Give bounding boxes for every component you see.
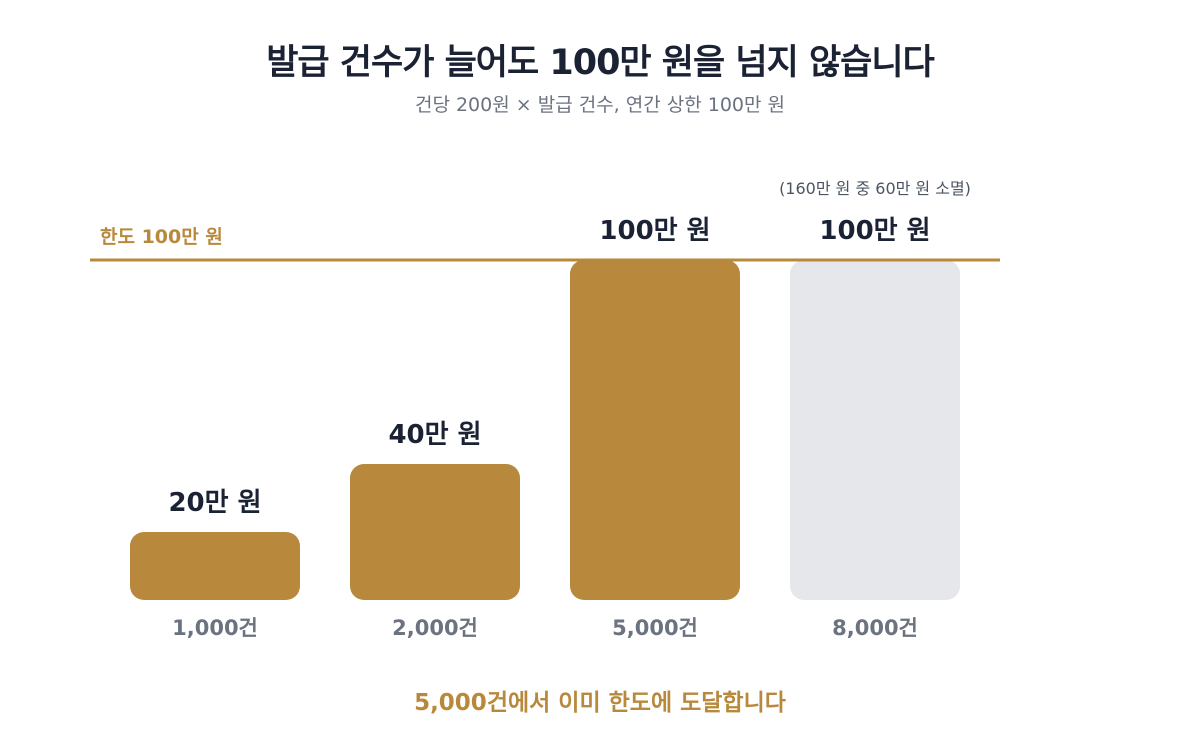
value-label-1: 20만 원 (168, 488, 261, 518)
chart-subtitle: 건당 200원 × 발급 건수, 연간 상한 100만 원 (414, 94, 786, 116)
bar-1 (130, 532, 300, 600)
value-label-2: 40만 원 (388, 420, 481, 450)
cap-group: 한도 100만 원 (100, 226, 223, 248)
category-label-2: 2,000건 (392, 616, 478, 640)
annotations-group: (160만 원 중 60만 원 소멸) (779, 179, 971, 198)
value-labels-group: 20만 원 40만 원 100만 원 100만 원 (168, 216, 930, 518)
takeaway-text: 5,000건에서 이미 한도에 도달합니다 (414, 690, 786, 716)
cap-label: 한도 100만 원 (100, 226, 223, 248)
value-label-3: 100만 원 (599, 216, 710, 246)
annotation-1: (160만 원 중 60만 원 소멸) (779, 179, 971, 198)
value-label-4: 100만 원 (819, 216, 930, 246)
category-label-4: 8,000건 (832, 616, 918, 640)
category-label-3: 5,000건 (612, 616, 698, 640)
chart-title: 발급 건수가 늘어도 100만 원을 넘지 않습니다 (266, 43, 935, 83)
bar-3 (570, 260, 740, 600)
category-label-1: 1,000건 (172, 616, 258, 640)
bars-group (130, 260, 960, 600)
category-labels-group: 1,000건 2,000건 5,000건 8,000건 (172, 616, 918, 640)
bar-2 (350, 464, 520, 600)
bar-4 (790, 260, 960, 600)
